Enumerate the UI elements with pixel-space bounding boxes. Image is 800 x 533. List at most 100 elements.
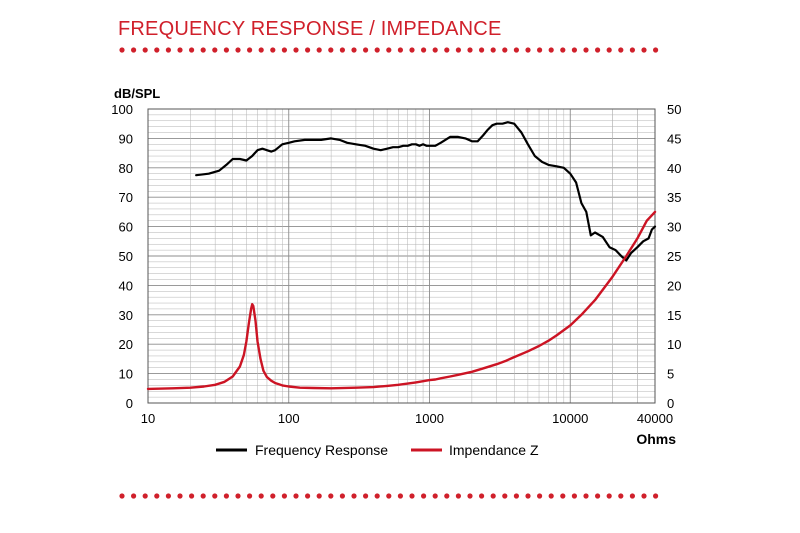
x-tick-label: 40000 [637,411,673,426]
divider-dot [455,47,461,53]
legend-label-frequency-response: Frequency Response [255,442,388,458]
divider-dot [606,493,612,499]
divider-dot [629,493,635,499]
divider-dot [293,493,299,499]
divider-dot [653,47,659,53]
y-tick-label: 90 [119,131,133,146]
divider-dot [502,493,508,499]
divider-dot [177,47,183,53]
divider-dot [467,47,473,53]
chart-legend: Frequency Response Impendance Z [216,442,539,458]
divider-dot [537,493,543,499]
divider-dot [270,493,276,499]
divider-dot [131,47,137,53]
y2-tick-label: 10 [667,337,681,352]
divider-dot [560,493,566,499]
divider-dot [154,47,160,53]
divider-dot [119,47,125,53]
divider-dot [467,493,473,499]
divider-dot [142,47,148,53]
divider-dot [247,493,253,499]
divider-dot [409,493,415,499]
divider-dot [223,47,229,53]
divider-dot [131,493,137,499]
y2-tick-label: 5 [667,367,674,382]
divider-dot [537,47,543,53]
divider-dot [258,47,264,53]
divider-dot [351,493,357,499]
divider-dot [653,493,659,499]
y2-tick-label: 45 [667,131,681,146]
y-tick-label: 40 [119,278,133,293]
divider-dot [142,493,148,499]
divider-dot [386,493,392,499]
divider-dot [455,493,461,499]
divider-dot [189,493,195,499]
y-tick-label: 60 [119,220,133,235]
divider-dot [200,47,206,53]
y-axis-label: dB/SPL [114,86,160,101]
divider-dot [583,493,589,499]
x-tick-label: 1000 [415,411,444,426]
y2-tick-label: 50 [667,102,681,117]
chart-series [146,121,657,391]
divider-dot [363,493,369,499]
divider-dot [397,47,403,53]
divider-dot [618,493,624,499]
y2-tick-label: 30 [667,220,681,235]
divider-dot [374,47,380,53]
divider-dot [444,493,450,499]
divider-dot [513,493,519,499]
divider-dot [374,493,380,499]
divider-dot [270,47,276,53]
divider-dot [235,493,241,499]
divider-dot [177,493,183,499]
legend-label-impedance: Impendance Z [449,442,539,458]
divider-dot [328,47,334,53]
divider-dot [583,47,589,53]
chart-axes: 0102030405060708090100051015202530354045… [111,102,681,426]
divider-dot [606,47,612,53]
series-frequency-response [195,121,657,262]
divider-dot [339,493,345,499]
y-tick-label: 50 [119,249,133,264]
y-tick-label: 100 [111,102,133,117]
divider-dot [189,47,195,53]
y-tick-label: 30 [119,308,133,323]
divider-dot [351,47,357,53]
y-tick-label: 20 [119,337,133,352]
y-tick-label: 10 [119,367,133,382]
chart-grid [147,108,656,404]
divider-dot [119,493,125,499]
x-tick-label: 10000 [552,411,588,426]
divider-dot [479,47,485,53]
divider-dot [293,47,299,53]
divider-dot [641,493,647,499]
divider-dot [525,47,531,53]
divider-dot [212,493,218,499]
bottom-dotted-divider [118,492,666,500]
divider-dot [618,47,624,53]
series-impedance [146,210,657,391]
divider-dot [421,493,427,499]
divider-dot [281,493,287,499]
divider-dot [339,47,345,53]
divider-dot [513,47,519,53]
x-tick-label: 100 [278,411,300,426]
divider-dot [595,47,601,53]
divider-dot [571,493,577,499]
divider-dot [281,47,287,53]
divider-dot [629,47,635,53]
divider-dot [258,493,264,499]
divider-dot [479,493,485,499]
divider-dot [316,493,322,499]
divider-dot [409,47,415,53]
divider-dot [386,47,392,53]
divider-dot [165,493,171,499]
divider-dot [490,47,496,53]
divider-dot [165,47,171,53]
divider-dot [490,493,496,499]
divider-dot [316,47,322,53]
divider-dot [235,47,241,53]
y-tick-label: 0 [126,396,133,411]
